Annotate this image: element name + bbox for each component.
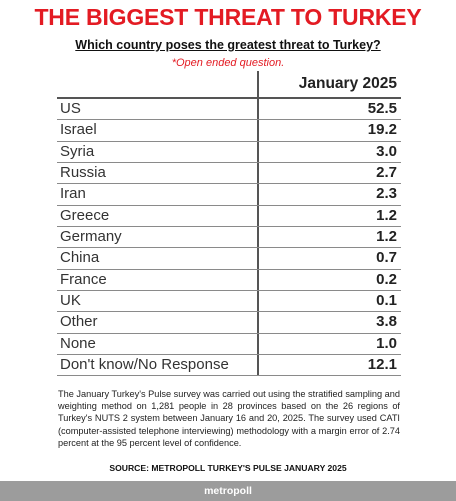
table-body: US 52.5 Israel 19.2 Syria 3.0 Russia 2.7 Iran 2.3… <box>57 99 401 377</box>
country-label: China <box>60 249 100 267</box>
brand-footer: metropoll <box>0 481 456 501</box>
table-row: Syria 3.0 <box>57 141 401 164</box>
results-table: January 2025 US 52.5 Israel 19.2 Syria 3.0 Rus… <box>57 71 401 377</box>
percentage-value: 2.7 <box>257 163 401 184</box>
table-row: Israel 19.2 <box>57 120 401 142</box>
country-label: Greece <box>60 206 110 224</box>
country-label: UK <box>60 292 81 310</box>
table-row: Russia 2.7 <box>57 163 401 185</box>
table-row: Iran 2.3 <box>57 184 401 206</box>
country-label: Germany <box>60 228 122 246</box>
column-header-january-2025: January 2025 <box>257 71 401 97</box>
country-label: Iran <box>60 185 86 203</box>
percentage-value: 19.2 <box>257 120 401 141</box>
question-subtitle: Which country poses the greatest threat … <box>75 38 381 52</box>
country-label: Russia <box>60 164 106 182</box>
percentage-value: 3.0 <box>257 141 401 163</box>
percentage-value: 1.2 <box>257 205 401 227</box>
country-label: US <box>60 100 81 117</box>
chart-title: THE BIGGEST THREAT TO TURKEY <box>34 4 422 30</box>
country-label: Other <box>60 313 98 331</box>
methodology-footnote: The January Turkey's Pulse survey was ca… <box>58 389 400 448</box>
table-header: January 2025 <box>57 71 401 99</box>
header-blank-cell <box>57 71 257 97</box>
country-label: Syria <box>60 142 95 160</box>
country-label: Don't know/No Response <box>60 356 229 374</box>
percentage-value: 0.1 <box>257 291 401 312</box>
percentage-value: 1.0 <box>257 333 401 355</box>
percentage-value: 0.2 <box>257 269 401 291</box>
percentage-value: 1.2 <box>257 227 401 248</box>
table-row: Germany 1.2 <box>57 227 401 249</box>
country-label: France <box>60 270 107 288</box>
table-row: Greece 1.2 <box>57 205 401 228</box>
table-row: China 0.7 <box>57 248 401 270</box>
table-row: Don't know/No Response 12.1 <box>57 355 401 377</box>
table-row: US 52.5 <box>57 99 401 121</box>
source-line: SOURCE: METROPOLL TURKEY'S PULSE JANUARY… <box>109 463 347 473</box>
country-label: None <box>60 334 96 352</box>
brand-logo-text: metropoll <box>204 485 252 497</box>
table-row: France 0.2 <box>57 269 401 292</box>
percentage-value: 52.5 <box>257 99 401 120</box>
percentage-value: 2.3 <box>257 184 401 205</box>
percentage-value: 3.8 <box>257 312 401 333</box>
table-row: None 1.0 <box>57 333 401 356</box>
percentage-value: 0.7 <box>257 248 401 269</box>
open-ended-note: *Open ended question. <box>171 57 285 69</box>
percentage-value: 12.1 <box>257 355 401 376</box>
table-row: Other 3.8 <box>57 312 401 334</box>
country-label: Israel <box>60 121 97 139</box>
table-row: UK 0.1 <box>57 291 401 313</box>
